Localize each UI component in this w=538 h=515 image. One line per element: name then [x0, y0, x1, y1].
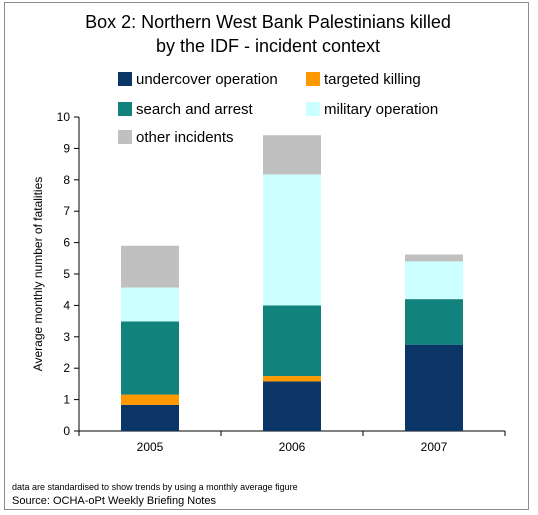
bar-segment-undercover-operation — [405, 344, 463, 431]
bar-segment-search-and-arrest — [405, 299, 463, 345]
legend-label: military operation — [324, 101, 438, 118]
bar-segment-search-and-arrest — [263, 305, 321, 377]
bar-segment-military-operation — [263, 174, 321, 306]
y-tick-label: 2 — [63, 361, 70, 375]
legend-swatch — [118, 130, 132, 144]
y-tick-label: 5 — [63, 267, 70, 281]
bar-segment-military-operation — [405, 261, 463, 300]
y-tick-label: 3 — [63, 330, 70, 344]
bars — [121, 135, 463, 431]
legend-swatch — [118, 102, 132, 116]
legend-label: other incidents — [136, 129, 234, 146]
y-axis-label: Average monthly number of fatalities — [31, 177, 45, 372]
y-tick-label: 4 — [63, 298, 70, 312]
bar-segment-other-incidents — [405, 254, 463, 262]
y-tick-label: 7 — [63, 204, 70, 218]
bar-segment-targeted-killing — [121, 394, 179, 405]
y-tick-label: 8 — [63, 173, 70, 187]
legend-swatch — [306, 102, 320, 116]
chart-title: Box 2: Northern West Bank Palestinians k… — [85, 12, 451, 56]
bar-segment-other-incidents — [263, 135, 321, 175]
legend-label: undercover operation — [136, 71, 278, 88]
bar-segment-undercover-operation — [263, 381, 321, 431]
y-tick-label: 10 — [57, 110, 71, 124]
y-tick-label: 6 — [63, 236, 70, 250]
bar-segment-search-and-arrest — [121, 321, 179, 395]
chart-frame — [4, 2, 529, 510]
y-tick-label: 0 — [63, 424, 70, 438]
chart-title-line: Box 2: Northern West Bank Palestinians k… — [85, 12, 451, 32]
x-tick-label: 2006 — [279, 440, 306, 454]
legend-swatch — [118, 72, 132, 86]
legend-swatch — [306, 72, 320, 86]
y-tick-label: 1 — [63, 393, 70, 407]
bar-segment-other-incidents — [121, 245, 179, 288]
tick-labels: 0 1 2 3 4 5 6 7 8 9 10 2005 2006 2007 Average monthly … — [31, 110, 448, 454]
bar-segment-military-operation — [121, 287, 179, 322]
bar-segment-targeted-killing — [263, 376, 321, 382]
legend-label: targeted killing — [324, 71, 421, 88]
legend: undercover operation targeted killing sear… — [118, 71, 438, 146]
source-note: Source: OCHA-oPt Weekly Briefing Notes — [12, 495, 216, 507]
chart-title-line: by the IDF - incident context — [156, 36, 380, 56]
bar-segment-undercover-operation — [121, 404, 179, 431]
x-tick-label: 2005 — [137, 440, 164, 454]
footnote: data are standardised to show trends by … — [12, 482, 298, 492]
legend-label: search and arrest — [136, 101, 254, 118]
x-tick-label: 2007 — [421, 440, 448, 454]
y-tick-label: 9 — [63, 141, 70, 155]
